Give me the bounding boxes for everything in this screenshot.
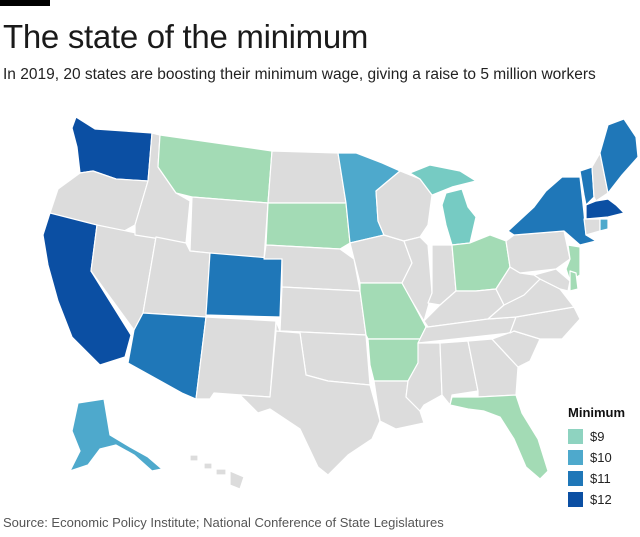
legend-label: $12	[590, 492, 612, 507]
legend-label: $9	[590, 429, 605, 444]
legend-item: $12	[568, 489, 638, 510]
state-maine	[599, 118, 639, 194]
map-subtitle: In 2019, 20 states are boosting their mi…	[3, 66, 596, 83]
state-washington	[71, 116, 153, 182]
state-vermont	[579, 166, 595, 206]
state-delaware	[569, 270, 579, 292]
legend-swatch	[568, 492, 583, 507]
state-hawaii-3	[215, 468, 227, 476]
legend-swatch	[568, 429, 583, 444]
state-michigan	[441, 188, 477, 246]
legend-item: $11	[568, 468, 638, 489]
state-alaska	[69, 398, 163, 472]
legend: Minimum $9 $10 $11 $12	[568, 405, 638, 510]
legend-title: Minimum	[568, 405, 626, 420]
map-title: The state of the minimum	[3, 18, 369, 55]
legend-swatch	[568, 450, 583, 465]
state-maryland	[533, 268, 571, 292]
header-accent-bar	[0, 0, 50, 6]
state-south-dakota	[265, 202, 351, 250]
state-new-hampshire	[591, 152, 609, 202]
state-wyoming	[189, 196, 269, 260]
legend-swatch	[568, 471, 583, 486]
state-hawaii-4	[229, 470, 245, 490]
legend-label: $10	[590, 450, 612, 465]
state-pennsylvania	[505, 230, 571, 274]
state-michigan-upper	[409, 164, 477, 196]
source-note: Source: Economic Policy Institute; Natio…	[3, 515, 444, 530]
legend-item: $10	[568, 447, 638, 468]
legend-label: $11	[590, 471, 611, 486]
state-kansas	[279, 286, 367, 336]
state-massachusetts	[585, 198, 625, 220]
state-wisconsin	[375, 170, 433, 242]
state-florida	[449, 394, 549, 480]
state-north-dakota	[267, 150, 347, 204]
state-iowa	[349, 234, 413, 284]
legend-item: $9	[568, 426, 638, 447]
us-map	[42, 116, 639, 490]
state-arizona	[127, 312, 207, 400]
state-texas	[239, 330, 381, 476]
state-hawaii-1	[189, 454, 199, 462]
state-new-mexico	[195, 316, 277, 400]
state-rhode-island	[599, 218, 609, 232]
state-hawaii-2	[203, 462, 213, 470]
state-connecticut	[583, 218, 601, 236]
state-colorado	[205, 252, 283, 318]
